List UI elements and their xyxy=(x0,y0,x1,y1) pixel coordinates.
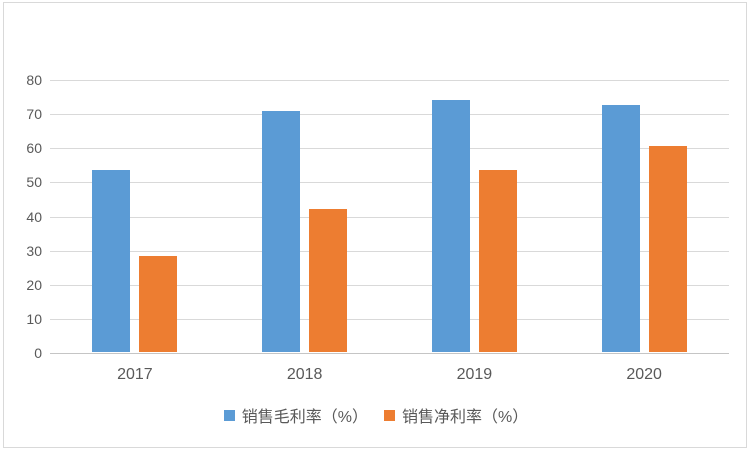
legend-item-net-margin: 销售净利率（%） xyxy=(384,403,528,427)
gridline xyxy=(50,114,729,116)
y-tick-label: 50 xyxy=(26,174,42,191)
y-tick-label: 60 xyxy=(26,140,42,157)
gridline xyxy=(50,318,729,320)
legend-label: 销售净利率（%） xyxy=(402,409,529,426)
y-tick-label: 30 xyxy=(26,242,42,259)
gridline xyxy=(50,216,729,218)
y-tick-label: 80 xyxy=(26,72,42,88)
legend-swatch-icon xyxy=(384,409,395,421)
gridline xyxy=(50,284,729,286)
gridline xyxy=(50,148,729,150)
y-tick-label: 40 xyxy=(26,208,42,225)
bar-gross-margin-2018 xyxy=(262,111,301,352)
bar-net-margin-2018 xyxy=(309,209,348,352)
bar-net-margin-2020 xyxy=(648,145,687,352)
x-axis-line xyxy=(50,353,729,354)
x-tick-label: 2017 xyxy=(117,366,153,383)
x-tick-label: 2018 xyxy=(286,366,323,383)
y-tick-label: 70 xyxy=(26,106,42,123)
gridline xyxy=(50,80,729,81)
legend-item-gross-margin: 销售毛利率（%） xyxy=(223,403,368,427)
plot-area xyxy=(50,80,729,354)
legend-swatch-icon xyxy=(223,409,235,421)
legend: 销售毛利率（%） 销售净利率（%） xyxy=(0,403,752,427)
gridline xyxy=(50,250,729,252)
y-tick-label: 0 xyxy=(34,345,42,361)
bar-net-margin-2019 xyxy=(478,169,517,352)
legend-label: 销售毛利率（%） xyxy=(241,409,368,426)
bar-gross-margin-2019 xyxy=(431,99,470,352)
bar-gross-margin-2017 xyxy=(92,169,131,352)
gridline xyxy=(50,182,729,184)
x-tick-label: 2020 xyxy=(626,366,662,383)
bar-gross-margin-2020 xyxy=(601,105,640,352)
x-tick-label: 2019 xyxy=(456,366,493,383)
bar-net-margin-2017 xyxy=(139,255,178,352)
y-tick-label: 20 xyxy=(26,276,42,293)
y-tick-label: 10 xyxy=(26,310,42,327)
